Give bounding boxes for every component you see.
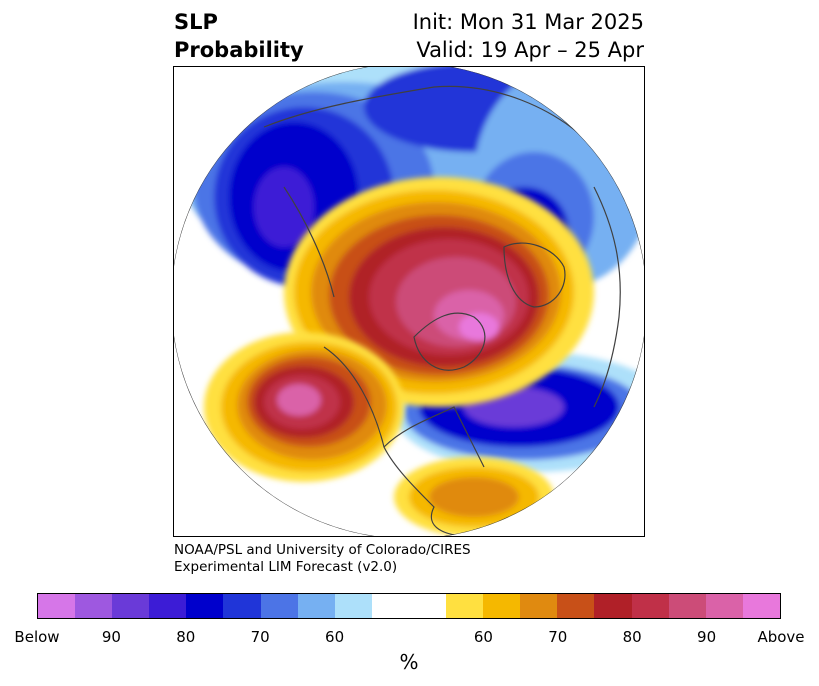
colorbar-tick-label: Below <box>14 628 60 646</box>
colorbar-tick-label: 60 <box>473 628 493 646</box>
valid-dates: Valid: 19 Apr – 25 Apr <box>416 38 644 62</box>
title-variable: SLP Probability <box>174 8 304 64</box>
probability-map <box>173 66 645 537</box>
above-normal-region-central <box>284 177 594 407</box>
colorbar-segment <box>38 594 76 618</box>
title-dates: Init: Mon 31 Mar 2025 Valid: 19 Apr – 25… <box>413 8 644 64</box>
colorbar-segment <box>557 594 595 618</box>
colorbar-segment <box>112 594 150 618</box>
title-variable-line1: SLP <box>174 10 218 34</box>
colorbar-segment <box>75 594 113 618</box>
colorbar-segment <box>334 594 372 618</box>
colorbar-tick-label: 90 <box>697 628 717 646</box>
colorbar-segment <box>705 594 743 618</box>
colorbar-tick-label: 80 <box>176 628 196 646</box>
colorbar-tick-label: Above <box>757 628 805 646</box>
coastlines <box>263 85 621 536</box>
init-date: Init: Mon 31 Mar 2025 <box>412 10 644 34</box>
colorbar-tick-label: 60 <box>325 628 345 646</box>
colorbar-segment <box>408 594 447 618</box>
colorbar-tick-label: 70 <box>250 628 270 646</box>
colorbar-segment <box>631 594 669 618</box>
title-variable-line2: Probability <box>174 38 304 62</box>
credit-line1: NOAA/PSL and University of Colorado/CIRE… <box>174 542 471 558</box>
above-normal-region-west <box>204 332 404 482</box>
credit-text: NOAA/PSL and University of Colorado/CIRE… <box>174 542 471 576</box>
colorbar-tick-label: 90 <box>101 628 121 646</box>
colorbar <box>37 593 781 619</box>
colorbar-segment <box>483 594 521 618</box>
colorbar-tick-label: 70 <box>548 628 568 646</box>
polar-map-svg <box>174 67 644 536</box>
colorbar-segment <box>594 594 632 618</box>
colorbar-segment <box>520 594 558 618</box>
above-normal-region-south <box>394 457 554 536</box>
colorbar-segment <box>446 594 484 618</box>
colorbar-segment <box>260 594 298 618</box>
colorbar-segment <box>668 594 706 618</box>
credit-line2: Experimental LIM Forecast (v2.0) <box>174 559 398 575</box>
colorbar-segment <box>186 594 224 618</box>
colorbar-segment <box>371 594 409 618</box>
colorbar-segment <box>297 594 335 618</box>
colorbar-tick-label: 80 <box>622 628 642 646</box>
colorbar-segment <box>223 594 261 618</box>
colorbar-segment <box>149 594 187 618</box>
colorbar-unit: % <box>399 650 419 674</box>
colorbar-segment <box>742 594 780 618</box>
